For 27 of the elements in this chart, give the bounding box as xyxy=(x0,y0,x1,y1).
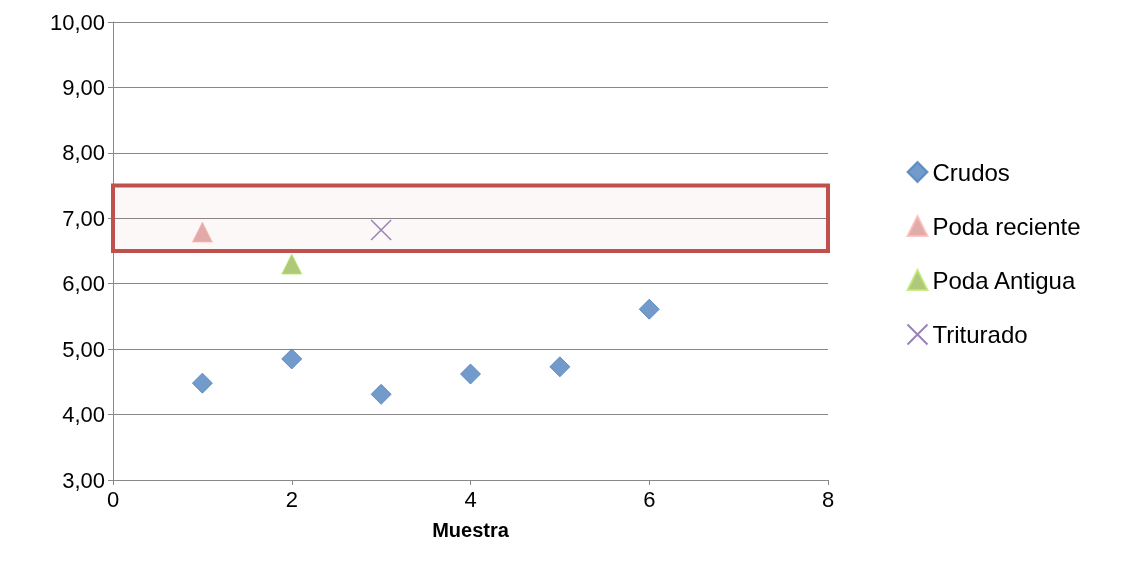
point xyxy=(638,298,660,320)
y-tick-label: 3,00 xyxy=(62,467,105,493)
point xyxy=(460,363,481,385)
x-tick-label: 0 xyxy=(106,486,120,512)
point xyxy=(549,356,571,378)
y-tick-label: 4,00 xyxy=(62,402,105,428)
y-tick-label: 10,00 xyxy=(49,9,105,35)
y-tick-label: 8,00 xyxy=(62,140,105,166)
x-axis-title: Muestra xyxy=(432,519,510,541)
x-tick-label: 2 xyxy=(285,486,298,512)
y-tick-label: 9,00 xyxy=(62,74,105,100)
point xyxy=(191,221,213,243)
x-tick-label: 6 xyxy=(643,486,656,512)
legend-label: Triturado xyxy=(932,321,1028,348)
point xyxy=(370,383,392,405)
x-tick-label: 4 xyxy=(464,486,477,512)
x-tick-label: 8 xyxy=(821,486,835,512)
legend-label: Crudos xyxy=(932,158,1010,186)
y-tick-label: 7,00 xyxy=(62,205,105,231)
point xyxy=(281,253,303,275)
y-tick-label: 5,00 xyxy=(62,336,105,362)
point xyxy=(191,372,213,394)
legend-label: Poda Antigua xyxy=(932,266,1076,294)
point xyxy=(281,348,303,370)
point xyxy=(370,219,392,241)
y-tick-label: 6,00 xyxy=(62,271,105,297)
legend-label: Poda reciente xyxy=(932,212,1081,240)
